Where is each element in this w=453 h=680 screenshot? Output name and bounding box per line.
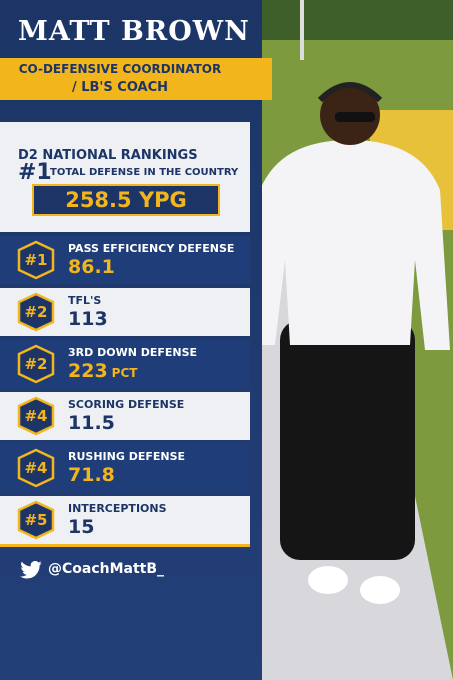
badge-shape	[17, 500, 55, 540]
badge-shape	[17, 292, 55, 332]
stat-value: 11.5	[68, 412, 115, 434]
role-band	[0, 58, 272, 100]
stat-rank: #4	[24, 459, 48, 477]
stat-label: INTERCEPTIONS	[68, 502, 167, 515]
pants	[280, 320, 415, 560]
badge	[17, 240, 55, 280]
stat-label: PASS EFFICIENCY DEFENSE	[68, 242, 235, 255]
stat-label: SCORING DEFENSE	[68, 398, 185, 411]
stat-rank: #5	[24, 511, 48, 529]
stat-number: 113	[68, 308, 108, 330]
rankings-heading: D2 NATIONAL RANKINGS	[18, 148, 198, 163]
stat-number: 86.1	[68, 256, 115, 278]
stat-label: RUSHING DEFENSE	[68, 450, 186, 463]
top-value: 258.5 YPG	[32, 184, 220, 216]
badge-shape	[17, 344, 55, 384]
role: / LB'S COACH	[71, 80, 169, 95]
pole	[300, 0, 304, 60]
shoe	[308, 566, 348, 594]
top-label: TOTAL DEFENSE IN THE COUNTRY	[50, 167, 239, 178]
stat-row: #2 3RD DOWN DEFENSE 223 PCT	[0, 340, 250, 388]
top-rank: #1	[18, 160, 52, 185]
stat-row: #1 PASS EFFICIENCY DEFENSE 86.1	[0, 236, 250, 284]
stat-value: 113	[68, 308, 108, 330]
stat-row: #5 INTERCEPTIONS 15	[0, 496, 250, 544]
stat-rank: #2	[24, 303, 48, 321]
stat-value: 86.1	[68, 256, 115, 278]
badge	[17, 344, 55, 384]
stat-unit: PCT	[111, 366, 138, 380]
badge	[17, 500, 55, 540]
role: CO-DEFENSIVE COORDINATOR	[18, 62, 222, 76]
stat-label: TFL'S	[68, 294, 102, 307]
twitter-icon	[20, 561, 42, 579]
stat-value: 71.8	[68, 464, 115, 486]
headset	[317, 82, 383, 103]
sunglasses	[335, 112, 375, 122]
stat-row: #4 SCORING DEFENSE 11.5	[0, 392, 250, 440]
shirt	[245, 140, 450, 350]
stat-rank: #2	[24, 355, 48, 373]
stat-rank: #4	[24, 407, 48, 425]
trees	[240, 0, 453, 40]
stat-row: #4 RUSHING DEFENSE 71.8	[0, 444, 250, 492]
stat-number: 71.8	[68, 464, 115, 486]
stat-number: 15	[68, 516, 95, 538]
divider	[0, 544, 250, 547]
badge	[17, 448, 55, 488]
badge-shape	[17, 396, 55, 436]
name: MATT BROWN	[18, 16, 250, 47]
stat-number: 223	[68, 360, 108, 382]
stat-value: 15	[68, 516, 94, 538]
photo	[240, 0, 453, 680]
badge-shape	[17, 240, 55, 280]
badge	[17, 396, 55, 436]
stat-value: 223 PCT	[68, 360, 137, 382]
badge	[17, 292, 55, 332]
stat-row: #2 TFL'S 113	[0, 288, 250, 336]
stat-number: 11.5	[68, 412, 115, 434]
badge-shape	[17, 448, 55, 488]
twitter-handle: @CoachMattB_	[48, 561, 165, 577]
stat-label: 3RD DOWN DEFENSE	[68, 346, 198, 359]
shoe	[360, 576, 400, 604]
stat-rank: #1	[24, 251, 48, 269]
